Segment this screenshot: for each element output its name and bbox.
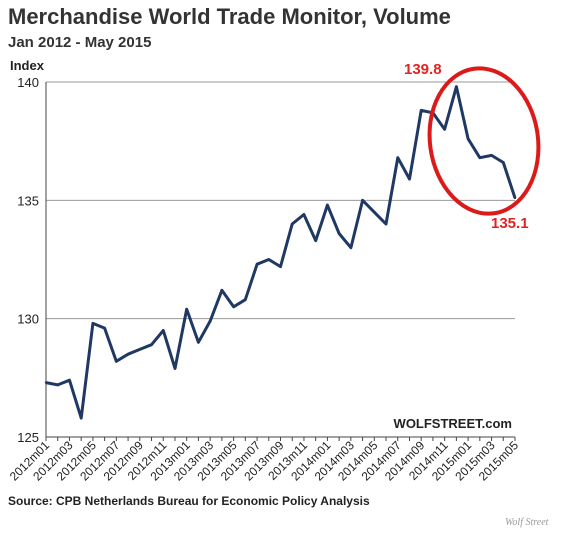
data-point — [232, 305, 235, 309]
y-axis-label: Index — [10, 58, 45, 73]
data-point — [361, 199, 364, 202]
data-point — [162, 329, 165, 332]
data-point — [197, 341, 200, 344]
data-point — [349, 246, 353, 249]
y-axis-ticks: 125 130 135 140 — [17, 75, 39, 445]
data-point — [291, 222, 294, 226]
data-point — [455, 85, 458, 88]
data-point — [384, 222, 388, 226]
data-point — [91, 322, 95, 325]
watermark: WOLFSTREET.com — [394, 416, 512, 431]
data-point — [68, 379, 71, 382]
series-group — [44, 85, 517, 420]
y-tick-label: 125 — [17, 430, 39, 445]
y-tick-label: 140 — [17, 75, 39, 90]
data-point — [126, 352, 130, 356]
data-point — [478, 156, 482, 159]
data-point — [150, 343, 153, 346]
data-point — [185, 308, 188, 311]
y-tick-label: 130 — [17, 312, 39, 327]
data-point — [490, 154, 493, 157]
data-point — [79, 416, 83, 420]
footer-credit: Wolf Street — [505, 517, 549, 528]
annotations: 139.8 135.1 — [404, 61, 541, 232]
data-point — [513, 196, 517, 200]
data-point — [373, 210, 376, 214]
data-point — [44, 381, 48, 384]
data-point — [173, 367, 177, 370]
data-point — [267, 258, 270, 261]
y-tick-label: 135 — [17, 193, 39, 208]
gridlines — [45, 81, 515, 438]
data-point — [314, 239, 317, 242]
source-note: Source: CPB Netherlands Bureau for Econo… — [8, 494, 370, 508]
data-point — [255, 263, 259, 266]
data-point — [396, 156, 399, 159]
chart-subtitle: Jan 2012 - May 2015 — [8, 34, 152, 51]
data-point — [244, 298, 247, 301]
data-point — [326, 203, 329, 207]
annotation-latest: 135.1 — [491, 215, 529, 232]
annotation-peak: 139.8 — [404, 61, 442, 78]
data-point — [56, 383, 59, 387]
chart-title: Merchandise World Trade Monitor, Volume — [8, 4, 451, 29]
data-point — [220, 289, 224, 292]
data-point — [466, 137, 470, 140]
data-point — [337, 232, 341, 235]
data-point — [279, 265, 282, 268]
data-point — [443, 128, 446, 131]
highlight-ellipse — [427, 66, 541, 216]
data-point — [138, 348, 141, 351]
data-point — [502, 161, 505, 164]
x-axis-ticks: 2012m012012m032012m052012m072012m092012m… — [7, 437, 521, 484]
series-line — [45, 85, 517, 420]
data-point — [420, 109, 423, 112]
data-point — [408, 177, 411, 181]
data-point — [208, 319, 212, 323]
data-point — [302, 213, 306, 216]
data-point — [115, 360, 118, 363]
data-point — [103, 326, 106, 330]
